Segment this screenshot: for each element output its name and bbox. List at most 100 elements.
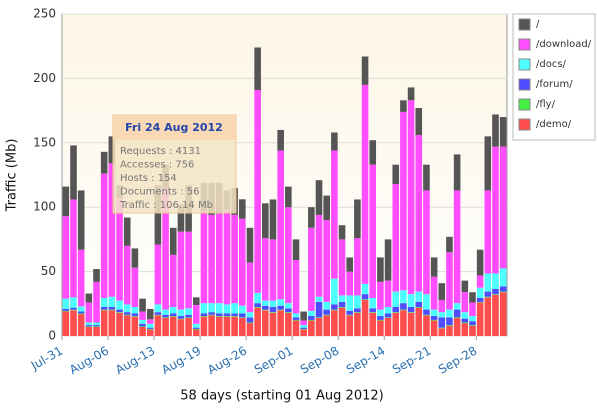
bar-segment (499, 117, 507, 147)
bar-segment (146, 319, 154, 324)
bar-segment (131, 267, 139, 308)
bar-segment (162, 317, 169, 336)
bar-segment (215, 313, 223, 317)
bar-segment (70, 145, 77, 200)
bar-segment (77, 311, 85, 314)
bar-segment (423, 314, 430, 316)
bar-segment (62, 216, 70, 299)
bar-segment (62, 311, 70, 336)
bar-segment (93, 281, 100, 323)
bar-segment (223, 316, 231, 336)
x-tick-label: Aug-19 (159, 344, 203, 378)
bar-segment (93, 326, 100, 327)
bar-segment (200, 316, 208, 336)
bar-segment (262, 203, 269, 239)
bar-segment (346, 271, 354, 296)
bar-segment (446, 317, 453, 326)
bar-segment (146, 323, 154, 328)
tooltip-line: Accesses : 756 (120, 160, 194, 171)
y-tick-label: 250 (33, 7, 56, 21)
bar-segment (262, 309, 269, 311)
bar-segment (361, 299, 369, 336)
bar-segment (377, 316, 384, 320)
bar-segment (123, 315, 131, 336)
bar-segment (85, 322, 93, 326)
tooltip-line: Requests : 4131 (120, 146, 201, 157)
bar-segment (223, 209, 231, 305)
bar-segment (292, 319, 300, 321)
bar-segment (246, 317, 254, 323)
x-tick-label: Sep-08 (298, 344, 342, 377)
bar-segment (146, 308, 154, 320)
bar-segment (499, 292, 507, 336)
bar-segment (453, 309, 461, 318)
bar-segment (377, 309, 384, 317)
bar-segment (200, 211, 208, 304)
bar-segment (269, 307, 277, 313)
bar-segment (369, 164, 377, 299)
bar-segment (239, 317, 246, 318)
bar-segment (438, 283, 446, 300)
bar-segment (384, 317, 392, 318)
legend-swatch (518, 58, 531, 71)
bar-segment (77, 190, 85, 250)
x-tick-label: Aug-26 (205, 344, 249, 378)
bar-segment (331, 150, 338, 279)
bar-segment (484, 190, 492, 274)
bar-segment (438, 327, 446, 329)
bar-segment (377, 319, 384, 321)
bar-segment (269, 239, 277, 301)
bar-segment (285, 312, 292, 336)
bar-segment (70, 297, 77, 308)
bar-segment (70, 199, 77, 298)
bar-segment (469, 292, 476, 303)
legend-label: /docs/ (536, 59, 567, 70)
y-tick-label: 50 (41, 264, 56, 278)
bar-segment (246, 323, 254, 336)
bar-segment (254, 292, 261, 304)
bar-segment (131, 316, 139, 336)
bar-segment (162, 187, 169, 310)
bar-segment (177, 316, 185, 319)
bar-segment (384, 317, 392, 336)
tooltip-header (113, 115, 236, 140)
bar-segment (484, 136, 492, 191)
bar-segment (469, 321, 476, 326)
bar-segment (331, 132, 338, 151)
bar-segment (192, 323, 200, 328)
bar-segment (400, 310, 407, 336)
bar-segment (323, 314, 330, 316)
bar-segment (108, 309, 116, 311)
bar-segment (453, 190, 461, 304)
bar-segment (123, 304, 131, 313)
bar-segment (430, 276, 438, 310)
bar-segment (446, 309, 453, 318)
bar-segment (346, 310, 354, 315)
bar-segment (231, 303, 238, 314)
bar-segment (407, 87, 415, 101)
bar-segment (415, 135, 423, 292)
bar-segment (77, 249, 85, 307)
bar-segment (407, 294, 415, 308)
bar-segment (369, 312, 377, 313)
bar-segment (315, 180, 323, 215)
bar-segment (323, 195, 330, 221)
bar-segment (269, 312, 277, 313)
bar-segment (292, 320, 300, 336)
bar-segment (430, 309, 438, 317)
bar-segment (300, 327, 307, 329)
bar-segment (139, 323, 146, 327)
bar-segment (123, 312, 131, 315)
tooltip-title: Fri 24 Aug 2012 (125, 121, 223, 134)
bar-segment (308, 227, 315, 311)
legend-swatch (518, 98, 531, 111)
bar-segment (361, 56, 369, 85)
bar-segment (177, 319, 185, 336)
bar-segment (392, 312, 400, 313)
y-tick-label: 0 (48, 329, 56, 343)
bar-segment (338, 295, 346, 302)
legend-label: /forum/ (536, 79, 573, 90)
tooltip-line: Traffic : 106.14 Mb (119, 200, 213, 211)
bar-segment (315, 301, 323, 318)
bar-segment (131, 313, 139, 317)
